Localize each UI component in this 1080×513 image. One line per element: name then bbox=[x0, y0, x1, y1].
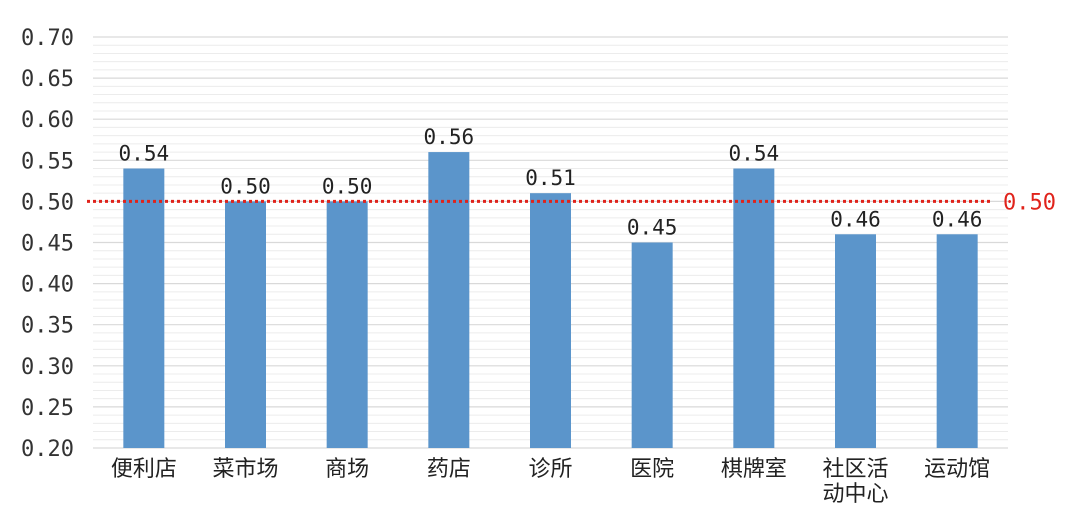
data-label-社区活动中心: 0.46 bbox=[830, 207, 881, 231]
y-tick-label: 0.30 bbox=[21, 355, 74, 380]
bar-社区活动中心 bbox=[835, 234, 876, 448]
x-tick-label: 医院 bbox=[630, 457, 674, 482]
data-label-菜市场: 0.50 bbox=[220, 174, 271, 198]
data-label-棋牌室: 0.54 bbox=[729, 142, 780, 166]
bar-医院 bbox=[631, 242, 673, 448]
x-tick-label: 便利店 bbox=[111, 457, 177, 482]
bar-棋牌室 bbox=[733, 168, 775, 448]
y-tick-label: 0.45 bbox=[21, 232, 74, 257]
data-label-便利店: 0.54 bbox=[119, 142, 170, 166]
y-tick-label: 0.65 bbox=[21, 67, 74, 92]
bar-诊所 bbox=[530, 193, 571, 448]
bar-运动馆 bbox=[936, 234, 978, 448]
x-tick-label: 运动馆 bbox=[924, 457, 990, 482]
x-tick-label: 动中心 bbox=[822, 482, 888, 507]
x-tick-label: 菜市场 bbox=[212, 457, 278, 482]
data-label-药店: 0.56 bbox=[424, 125, 475, 149]
bar-便利店 bbox=[123, 168, 165, 448]
data-labels: 0.54 0.50 0.50 0.56 0.51 0.45 0.54 0.46 0.46 bbox=[119, 125, 983, 239]
y-tick-label: 0.50 bbox=[21, 190, 74, 215]
x-tick-label: 诊所 bbox=[528, 457, 572, 482]
x-tick-label: 药店 bbox=[427, 457, 471, 482]
x-tick-label: 棋牌室 bbox=[721, 457, 787, 482]
data-label-医院: 0.45 bbox=[627, 216, 678, 240]
bar-商场 bbox=[326, 201, 368, 448]
reference-line-label: 0.50 bbox=[1003, 190, 1056, 215]
y-tick-label: 0.35 bbox=[21, 314, 74, 339]
data-label-运动馆: 0.46 bbox=[932, 207, 983, 231]
y-tick-label: 0.55 bbox=[21, 149, 74, 174]
data-label-诊所: 0.51 bbox=[525, 166, 576, 190]
y-tick-label: 0.60 bbox=[21, 108, 74, 133]
y-tick-label: 0.70 bbox=[21, 26, 74, 51]
y-tick-label: 0.25 bbox=[21, 396, 74, 421]
y-tick-label: 0.20 bbox=[21, 437, 74, 462]
bar-药店 bbox=[428, 152, 470, 448]
y-tick-label: 0.40 bbox=[21, 273, 74, 298]
y-axis-ticks: 0.20 0.25 0.30 0.35 0.40 0.45 0.50 0.55 0.60 0.65… bbox=[21, 26, 74, 462]
x-tick-label: 商场 bbox=[325, 457, 369, 482]
x-tick-label: 社区活 bbox=[822, 457, 888, 482]
reference-line-group: 0.50 bbox=[87, 190, 1056, 215]
bar-菜市场 bbox=[225, 201, 266, 448]
data-label-商场: 0.50 bbox=[322, 174, 373, 198]
